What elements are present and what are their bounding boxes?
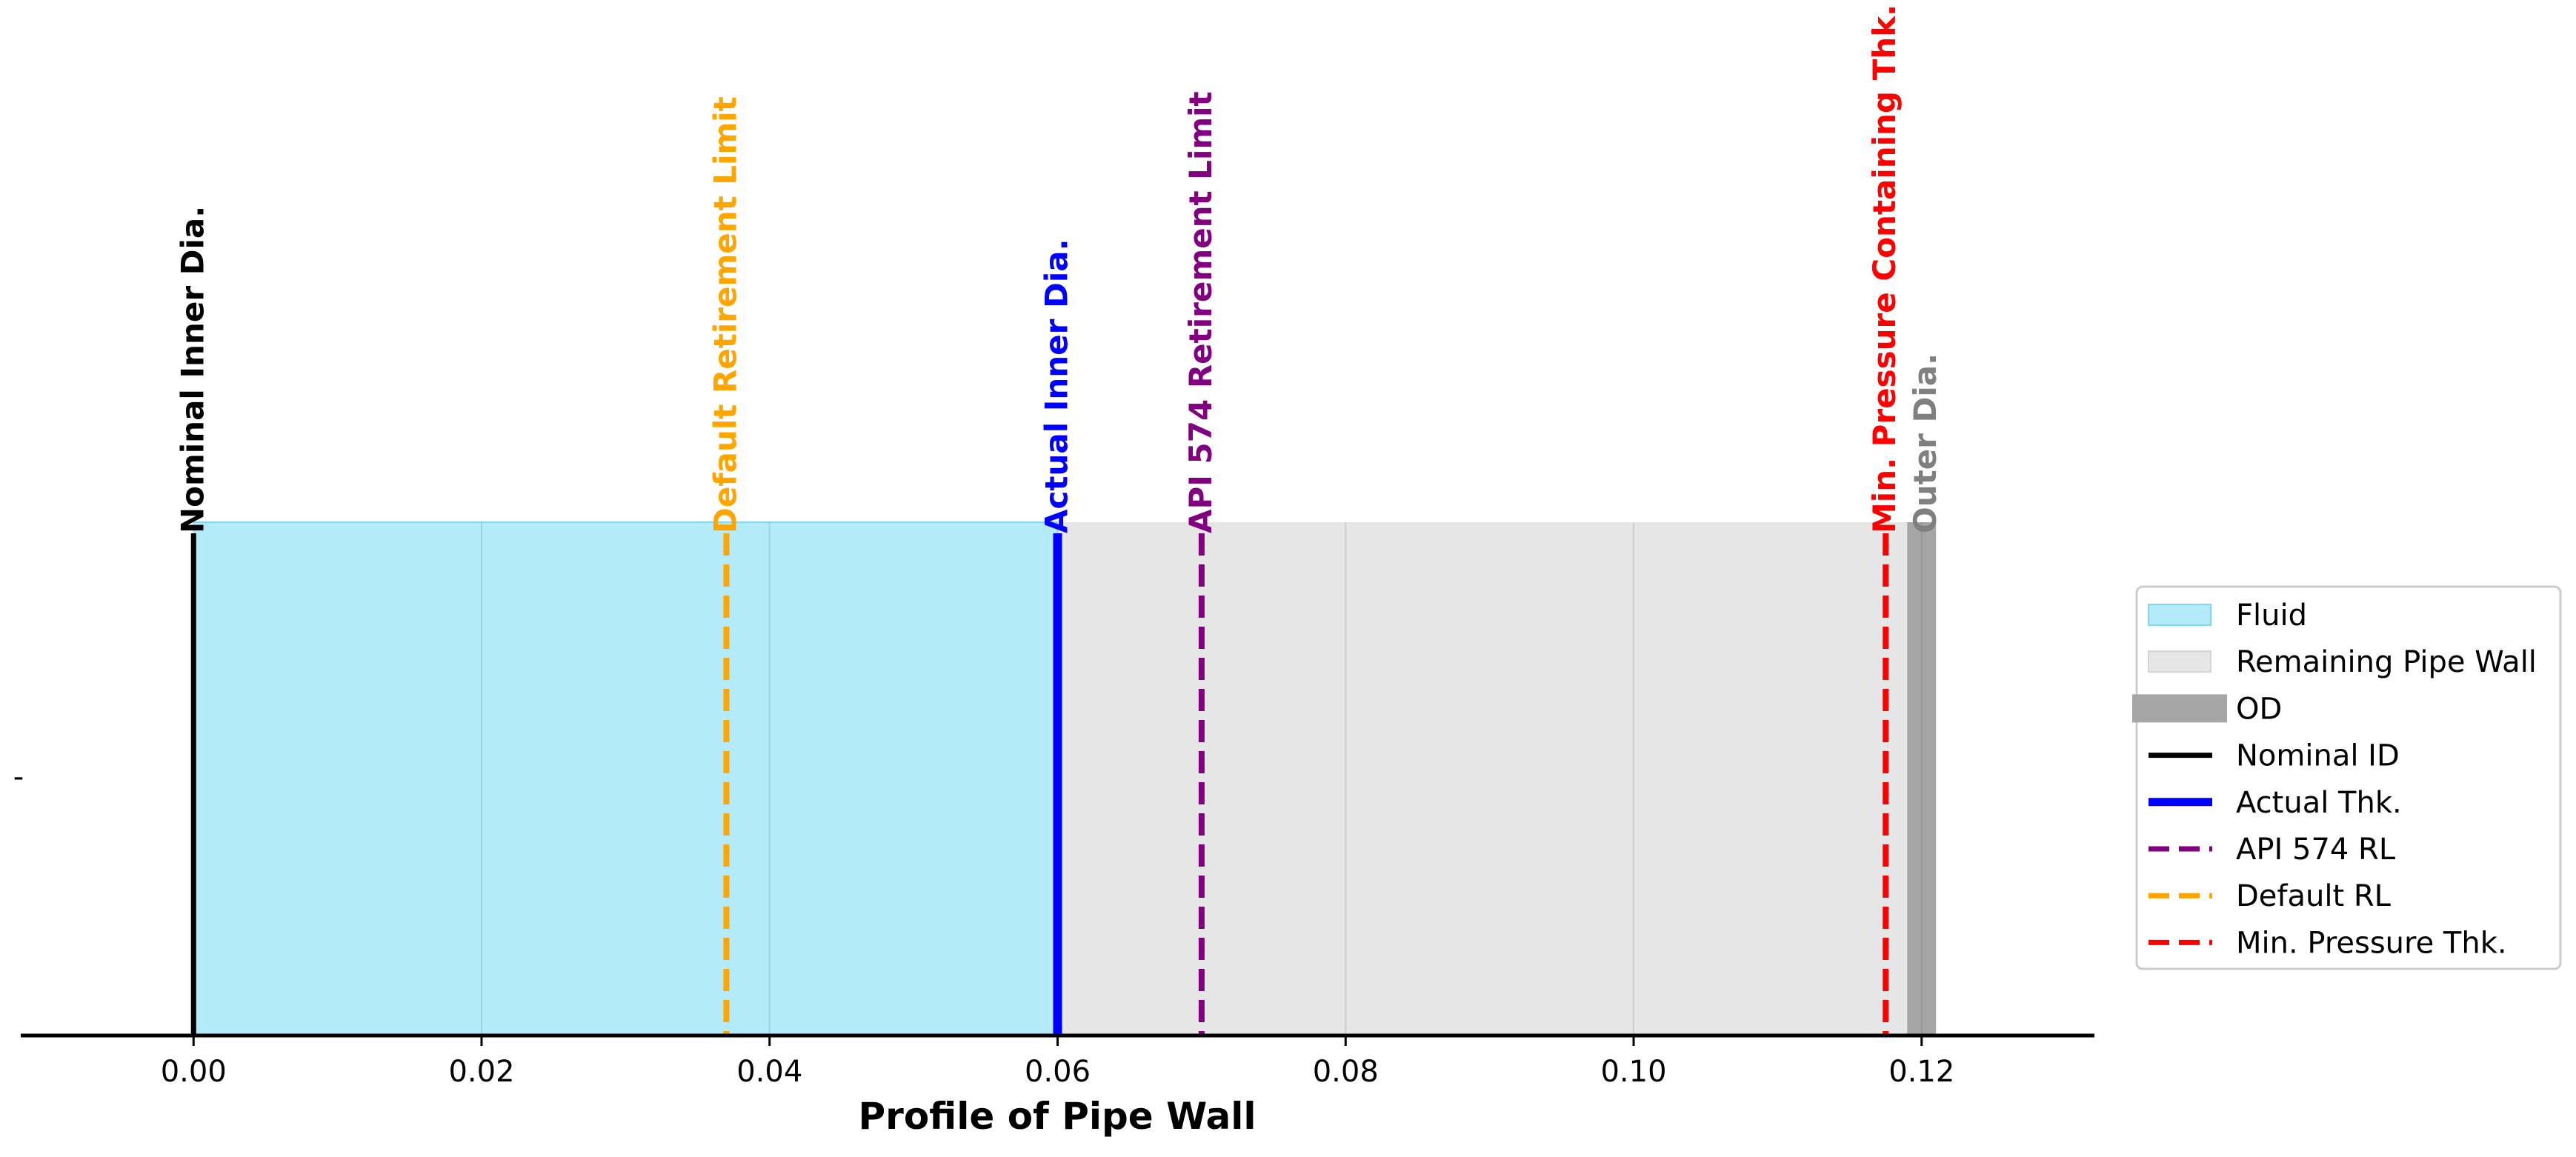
x-tick-label-6: 0.12 xyxy=(1888,1055,1954,1089)
label-nominal-id: Nominal Inner Dia. xyxy=(174,206,210,533)
legend-label-default-rl: Default RL xyxy=(2236,879,2392,913)
legend: Fluid Remaining Pipe Wall OD Nominal ID Actu… xyxy=(2132,585,2562,970)
region-remaining-pipe-wall xyxy=(1057,522,1908,1036)
x-tick-label-3: 0.06 xyxy=(1025,1055,1091,1089)
legend-label-fluid: Fluid xyxy=(2236,598,2307,633)
region-od xyxy=(1907,522,1937,1036)
legend-swatch-fluid xyxy=(2148,604,2211,626)
legend-swatch-remaining-pipe-wall xyxy=(2148,650,2211,673)
label-actual-thk: Actual Inner Dia. xyxy=(1039,239,1075,533)
legend-label-api-574-rl: API 574 RL xyxy=(2236,833,2396,867)
x-tick-label-0: 0.00 xyxy=(161,1055,227,1089)
legend-label-od: OD xyxy=(2236,692,2282,726)
region-fluid xyxy=(193,522,1058,1036)
label-min-pressure-thk: Min. Pressure Containing Thk. xyxy=(1866,4,1903,533)
lines-layer xyxy=(190,533,1889,1036)
legend-label-min-pressure-thk: Min. Pressure Thk. xyxy=(2236,926,2507,960)
regions-layer xyxy=(193,521,1937,1036)
legend-frame xyxy=(2135,585,2562,970)
x-tick-label-1: 0.02 xyxy=(448,1055,514,1089)
label-outer-dia: Outer Dia. xyxy=(1907,353,1943,533)
line-labels-layer: Nominal Inner Dia. Default Retirement Lim… xyxy=(174,4,1943,533)
legend-label-nominal-id: Nominal ID xyxy=(2236,739,2400,773)
x-tick-label-5: 0.10 xyxy=(1600,1055,1666,1089)
label-api-574-rl: API 574 Retirement Limit xyxy=(1182,91,1219,533)
legend-label-remaining-pipe-wall: Remaining Pipe Wall xyxy=(2236,645,2537,679)
x-axis-label: Profile of Pipe Wall xyxy=(859,1095,1257,1138)
x-tick-label-4: 0.08 xyxy=(1313,1055,1379,1089)
label-default-rl: Default Retirement Limit xyxy=(707,96,743,533)
x-tick-label-2: 0.04 xyxy=(736,1055,802,1089)
y-tick-label-0: - xyxy=(13,760,24,794)
axis-layer: 0.00 0.02 0.04 0.06 0.08 0.10 0.12 - xyxy=(13,760,2094,1089)
legend-label-actual-thk: Actual Thk. xyxy=(2236,786,2402,820)
